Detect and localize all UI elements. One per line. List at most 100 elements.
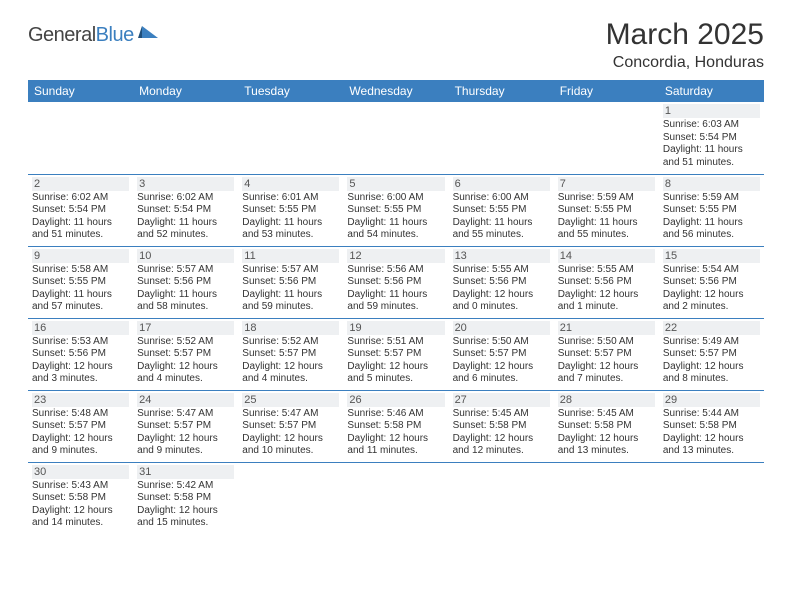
sunset-text: Sunset: 5:57 PM: [558, 348, 655, 361]
sunrise-text: Sunrise: 5:57 AM: [137, 264, 234, 277]
day-details: Sunrise: 6:00 AMSunset: 5:55 PMDaylight:…: [347, 192, 444, 242]
day-details: Sunrise: 5:49 AMSunset: 5:57 PMDaylight:…: [663, 336, 760, 386]
calendar-day: 27Sunrise: 5:45 AMSunset: 5:58 PMDayligh…: [449, 390, 554, 462]
sunset-text: Sunset: 5:58 PM: [663, 420, 760, 433]
daylight-text: Daylight: 12 hours and 2 minutes.: [663, 289, 760, 314]
daylight-text: Daylight: 11 hours and 59 minutes.: [242, 289, 339, 314]
calendar-week: 2Sunrise: 6:02 AMSunset: 5:54 PMDaylight…: [28, 174, 764, 246]
calendar-day: 6Sunrise: 6:00 AMSunset: 5:55 PMDaylight…: [449, 174, 554, 246]
sunrise-text: Sunrise: 5:55 AM: [453, 264, 550, 277]
calendar-day: 1Sunrise: 6:03 AMSunset: 5:54 PMDaylight…: [659, 102, 764, 174]
day-number: 28: [558, 393, 655, 407]
sunset-text: Sunset: 5:58 PM: [347, 420, 444, 433]
logo-text: GeneralBlue: [28, 24, 134, 47]
calendar-day: 23Sunrise: 5:48 AMSunset: 5:57 PMDayligh…: [28, 390, 133, 462]
month-title: March 2025: [606, 18, 764, 52]
day-number: 31: [137, 465, 234, 479]
calendar-day: 20Sunrise: 5:50 AMSunset: 5:57 PMDayligh…: [449, 318, 554, 390]
day-details: Sunrise: 5:58 AMSunset: 5:55 PMDaylight:…: [32, 264, 129, 314]
day-number: 25: [242, 393, 339, 407]
daylight-text: Daylight: 11 hours and 59 minutes.: [347, 289, 444, 314]
calendar-day: [28, 102, 133, 174]
daylight-text: Daylight: 11 hours and 55 minutes.: [453, 217, 550, 242]
calendar-day: [554, 102, 659, 174]
flag-icon: [138, 24, 160, 47]
sunrise-text: Sunrise: 5:51 AM: [347, 336, 444, 349]
calendar-day: 22Sunrise: 5:49 AMSunset: 5:57 PMDayligh…: [659, 318, 764, 390]
sunset-text: Sunset: 5:54 PM: [663, 132, 760, 145]
day-details: Sunrise: 6:01 AMSunset: 5:55 PMDaylight:…: [242, 192, 339, 242]
sunset-text: Sunset: 5:54 PM: [137, 204, 234, 217]
logo-word2: Blue: [96, 24, 134, 46]
calendar-day: 30Sunrise: 5:43 AMSunset: 5:58 PMDayligh…: [28, 462, 133, 534]
calendar-week: 1Sunrise: 6:03 AMSunset: 5:54 PMDaylight…: [28, 102, 764, 174]
day-header-row: Sunday Monday Tuesday Wednesday Thursday…: [28, 80, 764, 102]
sunrise-text: Sunrise: 5:46 AM: [347, 408, 444, 421]
sunrise-text: Sunrise: 5:52 AM: [242, 336, 339, 349]
daylight-text: Daylight: 12 hours and 11 minutes.: [347, 433, 444, 458]
day-number: 12: [347, 249, 444, 263]
day-number: 4: [242, 177, 339, 191]
sunset-text: Sunset: 5:57 PM: [137, 348, 234, 361]
day-details: Sunrise: 5:42 AMSunset: 5:58 PMDaylight:…: [137, 480, 234, 530]
sunset-text: Sunset: 5:56 PM: [137, 276, 234, 289]
sunset-text: Sunset: 5:57 PM: [242, 420, 339, 433]
day-number: [242, 465, 339, 467]
sunrise-text: Sunrise: 6:01 AM: [242, 192, 339, 205]
daylight-text: Daylight: 12 hours and 12 minutes.: [453, 433, 550, 458]
calendar-day: 19Sunrise: 5:51 AMSunset: 5:57 PMDayligh…: [343, 318, 448, 390]
daylight-text: Daylight: 12 hours and 10 minutes.: [242, 433, 339, 458]
sunset-text: Sunset: 5:57 PM: [347, 348, 444, 361]
day-number: [558, 465, 655, 467]
day-number: 7: [558, 177, 655, 191]
day-header: Thursday: [449, 80, 554, 102]
sunrise-text: Sunrise: 6:00 AM: [453, 192, 550, 205]
day-number: 6: [453, 177, 550, 191]
day-number: 1: [663, 104, 760, 118]
calendar-day: 16Sunrise: 5:53 AMSunset: 5:56 PMDayligh…: [28, 318, 133, 390]
header: GeneralBlue March 2025 Concordia, Hondur…: [28, 18, 764, 72]
sunrise-text: Sunrise: 6:00 AM: [347, 192, 444, 205]
day-details: Sunrise: 5:50 AMSunset: 5:57 PMDaylight:…: [453, 336, 550, 386]
sunrise-text: Sunrise: 5:45 AM: [453, 408, 550, 421]
daylight-text: Daylight: 11 hours and 56 minutes.: [663, 217, 760, 242]
daylight-text: Daylight: 12 hours and 15 minutes.: [137, 505, 234, 530]
sunset-text: Sunset: 5:55 PM: [32, 276, 129, 289]
daylight-text: Daylight: 11 hours and 58 minutes.: [137, 289, 234, 314]
calendar-day: 5Sunrise: 6:00 AMSunset: 5:55 PMDaylight…: [343, 174, 448, 246]
sunset-text: Sunset: 5:55 PM: [347, 204, 444, 217]
calendar-day: 9Sunrise: 5:58 AMSunset: 5:55 PMDaylight…: [28, 246, 133, 318]
sunset-text: Sunset: 5:58 PM: [32, 492, 129, 505]
day-details: Sunrise: 5:43 AMSunset: 5:58 PMDaylight:…: [32, 480, 129, 530]
sunset-text: Sunset: 5:56 PM: [453, 276, 550, 289]
sunrise-text: Sunrise: 5:50 AM: [558, 336, 655, 349]
sunrise-text: Sunrise: 5:54 AM: [663, 264, 760, 277]
sunset-text: Sunset: 5:57 PM: [242, 348, 339, 361]
sunset-text: Sunset: 5:57 PM: [663, 348, 760, 361]
title-block: March 2025 Concordia, Honduras: [606, 18, 764, 72]
sunrise-text: Sunrise: 5:49 AM: [663, 336, 760, 349]
calendar-day: 13Sunrise: 5:55 AMSunset: 5:56 PMDayligh…: [449, 246, 554, 318]
daylight-text: Daylight: 11 hours and 51 minutes.: [663, 144, 760, 169]
day-header: Tuesday: [238, 80, 343, 102]
day-number: [32, 104, 129, 106]
day-details: Sunrise: 5:55 AMSunset: 5:56 PMDaylight:…: [558, 264, 655, 314]
sunrise-text: Sunrise: 5:43 AM: [32, 480, 129, 493]
sunrise-text: Sunrise: 5:58 AM: [32, 264, 129, 277]
sunrise-text: Sunrise: 6:03 AM: [663, 119, 760, 132]
day-header: Monday: [133, 80, 238, 102]
sunset-text: Sunset: 5:56 PM: [663, 276, 760, 289]
calendar-day: [133, 102, 238, 174]
sunrise-text: Sunrise: 5:50 AM: [453, 336, 550, 349]
calendar-day: [554, 462, 659, 534]
day-header: Sunday: [28, 80, 133, 102]
day-details: Sunrise: 5:57 AMSunset: 5:56 PMDaylight:…: [242, 264, 339, 314]
calendar-day: 25Sunrise: 5:47 AMSunset: 5:57 PMDayligh…: [238, 390, 343, 462]
day-details: Sunrise: 5:45 AMSunset: 5:58 PMDaylight:…: [453, 408, 550, 458]
daylight-text: Daylight: 12 hours and 5 minutes.: [347, 361, 444, 386]
calendar-week: 16Sunrise: 5:53 AMSunset: 5:56 PMDayligh…: [28, 318, 764, 390]
day-details: Sunrise: 5:46 AMSunset: 5:58 PMDaylight:…: [347, 408, 444, 458]
day-number: [558, 104, 655, 106]
daylight-text: Daylight: 11 hours and 54 minutes.: [347, 217, 444, 242]
day-details: Sunrise: 5:56 AMSunset: 5:56 PMDaylight:…: [347, 264, 444, 314]
